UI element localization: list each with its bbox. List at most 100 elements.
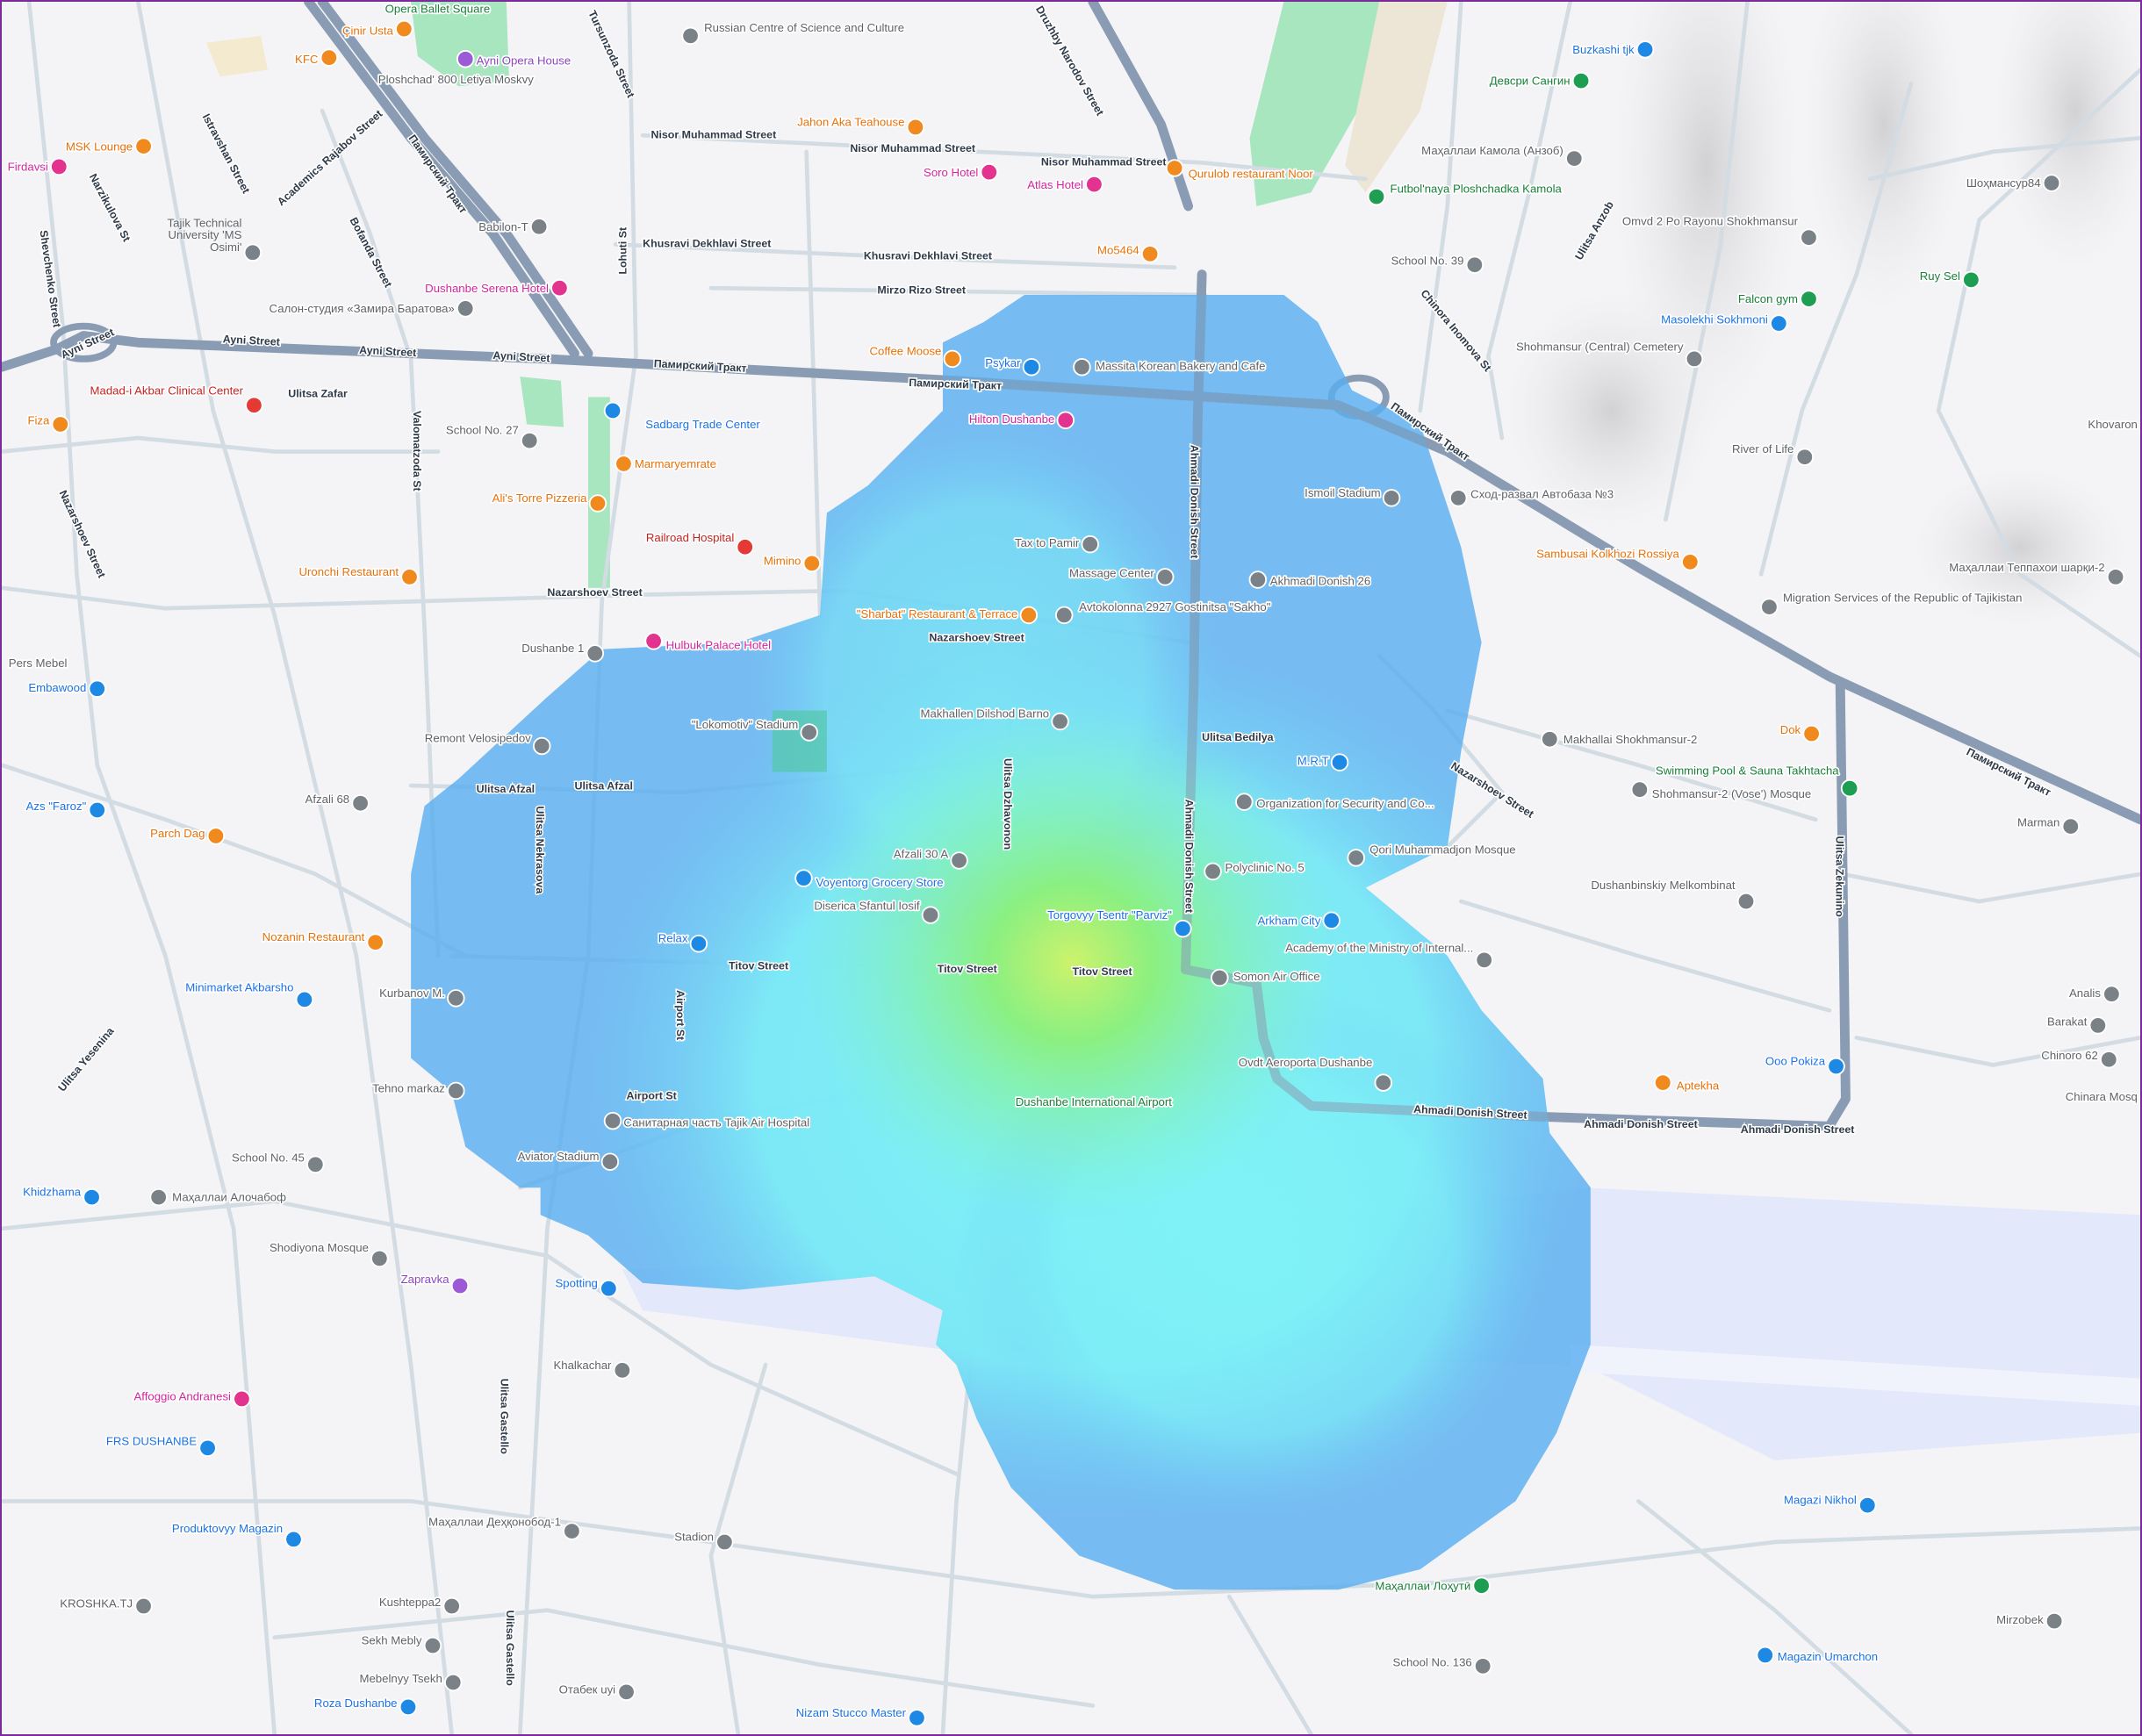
shopping-mall-pin-icon[interactable] — [1174, 919, 1192, 938]
poi[interactable]: Futbol'naya Ploshchadka Kamola — [1367, 181, 1563, 206]
gallery-pin-icon[interactable] — [1330, 753, 1349, 771]
hospital-pin-icon[interactable] — [245, 396, 263, 414]
pharmacy-pin-icon[interactable] — [1653, 1073, 1672, 1092]
government-pin-icon[interactable] — [1051, 712, 1069, 731]
poi[interactable]: Buzkashi tjk — [1571, 40, 1655, 59]
restaurant-pin-icon[interactable] — [1681, 553, 1700, 571]
place-pin-icon[interactable] — [456, 299, 475, 318]
church-pin-icon[interactable] — [921, 906, 940, 924]
poi[interactable]: Diserica Sfantul Iosif — [813, 898, 940, 924]
poi[interactable]: School No. 27 — [444, 422, 539, 450]
poi[interactable]: Hulbuk Palace Hotel — [644, 632, 773, 653]
restaurant-pin-icon[interactable] — [615, 455, 633, 473]
place-pin-icon[interactable] — [617, 1682, 636, 1702]
place-pin-icon[interactable] — [613, 1361, 632, 1380]
place-pin-icon[interactable] — [443, 1673, 463, 1692]
place-pin-icon[interactable] — [447, 989, 465, 1008]
government-pin-icon[interactable] — [2106, 568, 2125, 586]
poi[interactable]: Roza Dushanbe — [313, 1695, 418, 1717]
poi[interactable]: Ooo Pokiza — [1764, 1053, 1845, 1076]
poi[interactable]: Qurulob restaurant Noor — [1165, 159, 1315, 182]
poi[interactable]: Afzali 30 A — [892, 846, 968, 870]
shop-pin-icon[interactable] — [295, 990, 314, 1009]
poi[interactable]: Relax — [657, 930, 708, 953]
poi[interactable]: Railroad Hospital — [644, 529, 754, 556]
poi[interactable]: Tajik Technical University 'MS Osimi' — [149, 217, 262, 262]
poi[interactable]: Migration Services of the Republic of Ta… — [1760, 590, 2023, 616]
poi[interactable]: Шоҳмансур84 — [1965, 174, 2061, 192]
poi[interactable]: KFC — [293, 48, 339, 68]
poi[interactable]: Khalkachar — [552, 1357, 632, 1380]
shop-pin-icon[interactable] — [689, 934, 708, 953]
poi[interactable]: Embawood — [27, 679, 107, 699]
bar-pin-icon[interactable] — [134, 137, 153, 155]
poi[interactable]: Masolekhi Sokhmoni — [1659, 312, 1788, 333]
poi[interactable]: Санитарная часть Tajik Air Hospital — [603, 1111, 811, 1130]
poi[interactable]: Сход-развал Автобаза №3 — [1448, 486, 1615, 507]
shop-pin-icon[interactable] — [83, 1187, 101, 1207]
shop-pin-icon[interactable] — [1322, 911, 1341, 930]
hospital-pin-icon[interactable] — [603, 1111, 622, 1130]
place-pin-icon[interactable] — [447, 1081, 465, 1101]
school-pin-icon[interactable] — [1475, 950, 1493, 970]
church-pin-icon[interactable] — [1795, 448, 1815, 466]
place-pin-icon[interactable] — [681, 26, 700, 46]
place-pin-icon[interactable] — [950, 851, 968, 870]
shopping-mall-pin-icon[interactable] — [198, 1438, 217, 1458]
mosque-pin-icon[interactable] — [370, 1249, 389, 1268]
restaurant-pin-icon[interactable] — [400, 568, 419, 586]
poi[interactable]: Салон-студия «Замира Баратова» — [268, 299, 475, 318]
poi[interactable]: Stadion — [673, 1529, 734, 1552]
poi[interactable]: Coffee Moose — [868, 343, 962, 369]
poi[interactable]: Massage Center — [1067, 565, 1175, 586]
place-pin-icon[interactable] — [134, 1596, 153, 1616]
shop-pin-icon[interactable] — [399, 1697, 418, 1717]
police-pin-icon[interactable] — [1800, 228, 1818, 247]
poi[interactable]: Voyentorg Grocery Store — [794, 869, 945, 891]
poi[interactable]: School No. 45 — [230, 1150, 325, 1174]
poi[interactable]: "Lokomotiv" Stadium — [690, 716, 818, 742]
gym-pin-icon[interactable] — [1800, 290, 1818, 308]
cemetery-pin-icon[interactable] — [1685, 349, 1704, 369]
poi[interactable]: Azs "Faroz" — [25, 798, 107, 820]
hotel-pin-icon[interactable] — [644, 632, 663, 650]
poi[interactable]: FRS DUSHANBE — [104, 1433, 217, 1458]
government-pin-icon[interactable] — [149, 1187, 168, 1207]
poi[interactable]: Aviator Stadium — [516, 1148, 620, 1171]
hotel-pin-icon[interactable] — [49, 157, 68, 176]
poi[interactable]: Barakat — [2045, 1014, 2108, 1035]
swimming-pin-icon[interactable] — [1840, 778, 1859, 798]
place-pin-icon[interactable] — [2100, 1050, 2118, 1069]
park-pin-icon[interactable] — [1571, 71, 1591, 90]
restaurant-pin-icon[interactable] — [320, 48, 339, 67]
mosque-pin-icon[interactable] — [1347, 849, 1365, 867]
park-pin-icon[interactable] — [1962, 270, 1980, 290]
poi[interactable]: Russian Centre of Science and Culture — [681, 19, 906, 46]
poi[interactable]: Marmaryemrate — [615, 455, 718, 473]
hospital-pin-icon[interactable] — [1204, 862, 1222, 881]
poi[interactable]: Ruy Sel — [1918, 268, 1980, 290]
poi[interactable]: Mirzobek — [1995, 1611, 2064, 1631]
poi[interactable]: Ovdt Aeroporta Dushanbe — [1237, 1054, 1393, 1092]
poi[interactable]: Chinara Mosq — [2064, 1088, 2139, 1104]
poi[interactable]: Çinir Usta — [341, 19, 413, 39]
airport-pin-icon[interactable] — [600, 1279, 618, 1298]
restaurant-pin-icon[interactable] — [588, 494, 607, 513]
cafe-pin-icon[interactable] — [943, 349, 962, 369]
poi[interactable]: Khovaron — [2087, 416, 2139, 432]
place-pin-icon[interactable] — [2042, 174, 2061, 192]
shop-pin-icon[interactable] — [1770, 314, 1788, 333]
park-pin-icon[interactable] — [1472, 1576, 1491, 1595]
poi[interactable]: MSK Lounge — [64, 137, 153, 155]
government-pin-icon[interactable] — [1374, 1073, 1393, 1092]
poi[interactable]: Organization for Security and Co... — [1235, 793, 1435, 812]
poi[interactable]: Shohmansur-2 (Vose') Mosque — [1630, 780, 1813, 802]
place-pin-icon[interactable] — [532, 736, 551, 756]
hotel-pin-icon[interactable] — [1054, 606, 1074, 625]
restaurant-pin-icon[interactable] — [1802, 724, 1821, 743]
restaurant-pin-icon[interactable] — [51, 415, 70, 434]
poi[interactable]: Somon Air Office — [1211, 968, 1321, 987]
poi[interactable]: Spotting — [554, 1275, 618, 1298]
poi[interactable]: Dushanbe International Airport — [1014, 1094, 1174, 1109]
poi[interactable]: KROSHKA.TJ — [59, 1596, 153, 1616]
